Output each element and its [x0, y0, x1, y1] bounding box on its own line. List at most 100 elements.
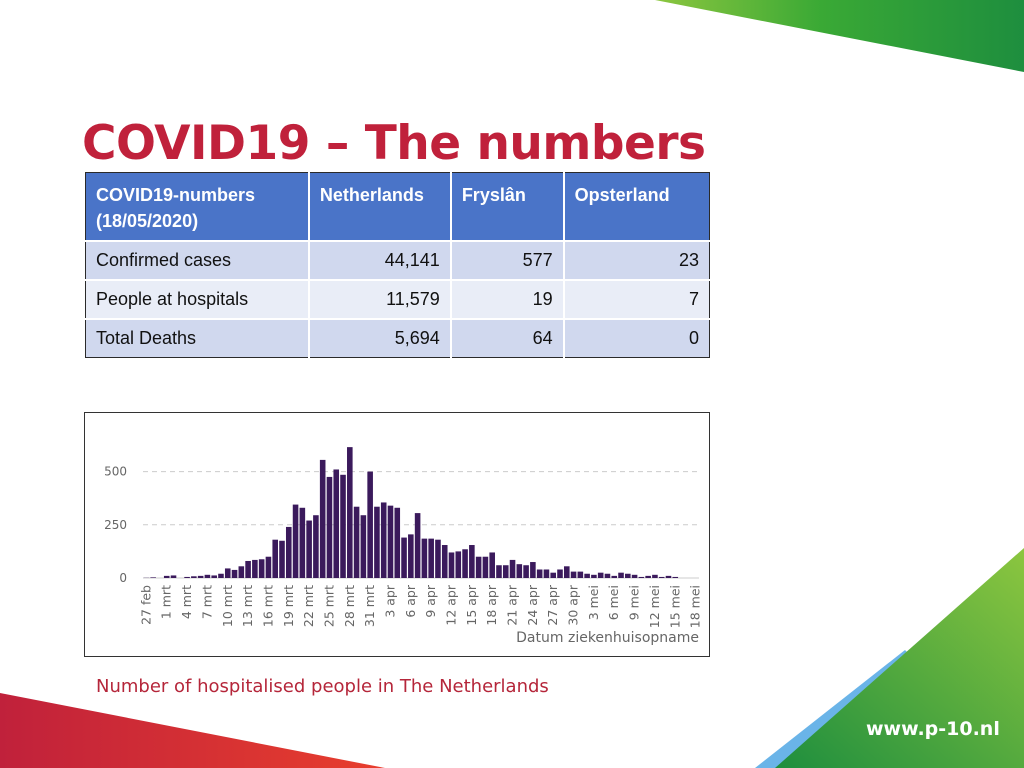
bottom-left-red-stripe [0, 693, 385, 768]
chart-bar [347, 447, 353, 578]
chart-bar [428, 538, 434, 578]
bottom-right-green-corner [775, 548, 1024, 768]
chart-bar [638, 576, 645, 578]
x-tick-label: 18 mei [688, 585, 703, 628]
table-header-row: COVID19-numbers (18/05/2020) Netherlands… [85, 172, 710, 242]
y-tick-label: 0 [119, 571, 127, 585]
chart-bar [224, 568, 231, 578]
chart-bar [265, 556, 272, 578]
chart-bar [360, 515, 367, 578]
chart-bar [252, 559, 258, 578]
x-tick-label: 21 apr [505, 584, 520, 625]
chart-bar [441, 545, 448, 578]
chart-bar [611, 575, 618, 578]
chart-bar [516, 564, 523, 578]
chart-bar [658, 576, 665, 578]
x-tick-label: 15 apr [464, 584, 479, 625]
chart-bar [292, 504, 299, 578]
x-tick-label: 27 feb [138, 585, 153, 625]
chart-bar [597, 572, 604, 578]
chart-bar [401, 537, 407, 578]
chart-bar [563, 566, 570, 578]
chart-bar [536, 569, 543, 578]
x-tick-label: 31 mrt [362, 585, 377, 627]
x-axis-title: Datum ziekenhuisopname [516, 630, 699, 646]
chart-bar [652, 574, 658, 578]
table-cell: 7 [562, 279, 710, 320]
table-cell-label: People at hospitals [85, 279, 310, 320]
x-tick-label: 30 apr [566, 584, 581, 625]
chart-bar [367, 471, 373, 578]
x-tick-label: 10 mrt [220, 585, 235, 627]
chart-bar [238, 566, 245, 578]
table-cell: 64 [449, 318, 565, 358]
chart-bar [550, 572, 557, 578]
chart-bar [197, 575, 204, 578]
table-header-cell: Netherlands [307, 172, 452, 242]
table-cell: 5,694 [307, 318, 452, 358]
x-tick-label: 7 mrt [199, 585, 214, 619]
chart-bar [150, 577, 156, 578]
x-tick-label: 18 apr [484, 584, 499, 625]
x-tick-label: 9 apr [423, 584, 438, 618]
chart-bar [482, 556, 489, 578]
chart-bar [184, 576, 190, 578]
x-tick-label: 3 mei [586, 585, 601, 620]
y-tick-label: 500 [104, 465, 127, 479]
table-cell: 19 [449, 279, 565, 320]
x-tick-label: 12 apr [444, 584, 459, 625]
bottom-right-blue-stripe [755, 650, 915, 768]
x-tick-label: 1 mrt [159, 585, 174, 619]
chart-bar [665, 575, 672, 578]
table-header-cell: COVID19-numbers (18/05/2020) [85, 172, 310, 242]
slide-title: COVID19 – The numbers [82, 116, 706, 171]
y-tick-label: 250 [104, 518, 127, 532]
chart-bar [557, 569, 563, 578]
x-tick-label: 24 apr [525, 584, 540, 625]
chart-bar [333, 469, 340, 578]
table-row: Total Deaths 5,694 64 0 [85, 318, 710, 358]
website-url: www.p-10.nl [866, 718, 1000, 740]
table-cell-label: Confirmed cases [85, 240, 310, 281]
chart-bar [353, 506, 360, 578]
table-cell: 577 [449, 240, 565, 281]
chart-bar [502, 565, 509, 578]
chart-bar [313, 515, 319, 578]
chart-bar [380, 502, 387, 578]
hospitalisation-chart: 0 250 500 27 feb 1 mrt 4 mrt 7 mrt 10 mrt 13 mrt… [84, 412, 710, 657]
chart-bar [163, 575, 170, 578]
chart-bar [631, 574, 638, 578]
chart-bar [489, 552, 495, 578]
x-tick-label: 25 mrt [321, 585, 336, 627]
chart-bar [374, 506, 380, 578]
chart-bar [211, 575, 217, 578]
chart-bar [645, 575, 651, 578]
x-tick-label: 3 apr [382, 584, 397, 618]
chart-bar [299, 507, 306, 578]
chart-bar [462, 549, 468, 578]
x-tick-label: 19 mrt [281, 585, 296, 627]
chart-bar [387, 505, 394, 578]
x-tick-label: 28 mrt [342, 585, 357, 627]
x-tick-label: 15 mei [667, 585, 682, 628]
chart-bar [218, 573, 224, 578]
chart-bar [625, 573, 631, 578]
chart-bar [530, 562, 536, 578]
chart-bar [245, 560, 251, 578]
chart-bar [496, 565, 502, 578]
x-tick-label: 6 mei [606, 585, 621, 620]
chart-bar [584, 573, 590, 578]
bar-chart-svg: 0 250 500 27 feb 1 mrt 4 mrt 7 mrt 10 mrt 13 mrt… [104, 447, 703, 646]
chart-caption: Number of hospitalised people in The Net… [96, 676, 549, 697]
chart-bar [306, 520, 312, 578]
top-right-green-stripe [655, 0, 1024, 72]
x-tick-label: 4 mrt [179, 585, 194, 619]
chart-bar [170, 575, 177, 578]
table-cell: 44,141 [307, 240, 452, 281]
covid-numbers-table: COVID19-numbers (18/05/2020) Netherlands… [85, 172, 710, 358]
chart-bar [604, 573, 611, 578]
table-header-cell: Fryslân [449, 172, 565, 242]
table-cell: 23 [562, 240, 710, 281]
chart-bar [523, 565, 529, 578]
